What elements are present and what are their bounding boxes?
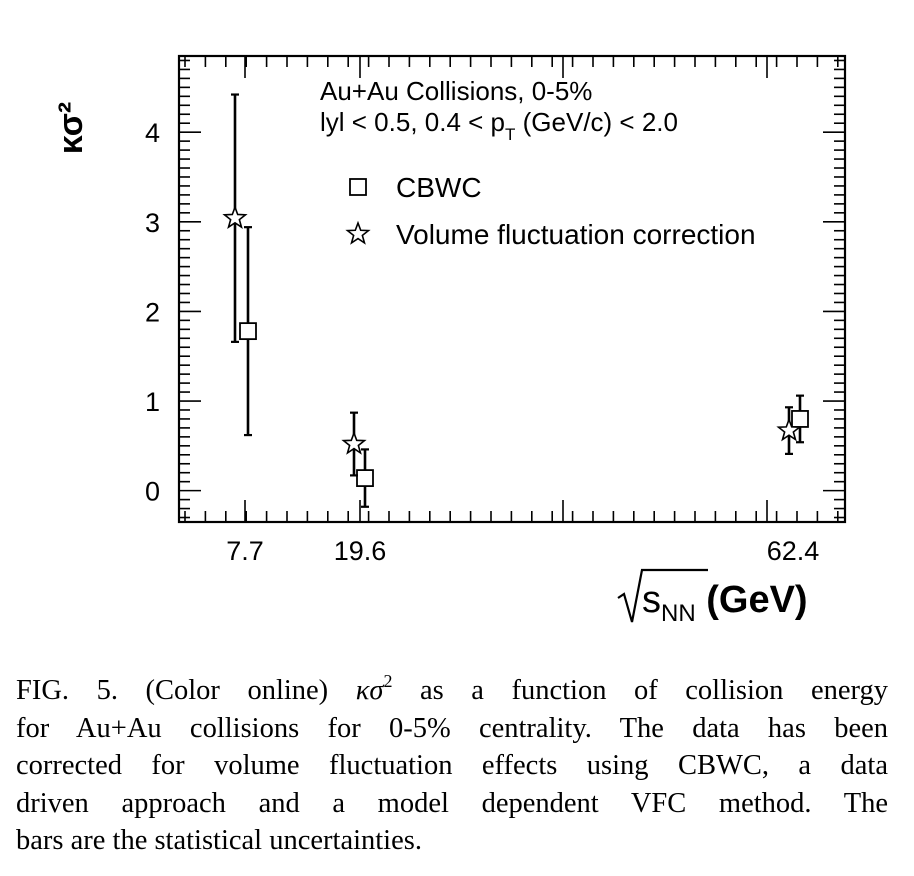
- annotation-line-2-sub: T: [505, 125, 515, 144]
- data-point-star: [341, 430, 367, 455]
- x-axis-title: sNN (GeV): [617, 568, 808, 627]
- legend-star-icon: [345, 220, 371, 245]
- y-tick-label: 2: [145, 297, 160, 327]
- y-tick-label: 3: [145, 208, 160, 238]
- caption-line-1: FIG. 5. (Color online) κσ2 as a function…: [16, 671, 888, 706]
- y-tick-label: 0: [145, 477, 160, 507]
- x-tick-label: 19.6: [334, 536, 387, 566]
- y-tick-label: 4: [145, 118, 160, 148]
- caption-line-3: corrected for volume fluctuation effects…: [16, 750, 888, 781]
- data-point-square: [356, 469, 374, 487]
- annotation-line-2-b: (GeV/c) < 2.0: [515, 107, 678, 137]
- annotation-line-2: lyl < 0.5, 0.4 < pT (GeV/c) < 2.0: [320, 107, 678, 144]
- caption-line-4: driven approach and a model dependent VF…: [16, 787, 888, 819]
- radical-sign-icon: [617, 568, 708, 623]
- caption-line-5: bars are the statistical uncertainties.: [16, 825, 422, 856]
- plot-marks: [222, 93, 809, 508]
- y-tick-label: 1: [145, 387, 160, 417]
- legend-label-vfc: Volume fluctuation correction: [396, 219, 756, 250]
- data-point-square: [791, 410, 809, 428]
- x-tick-label: 62.4: [767, 536, 820, 566]
- annotation-line-2-a: lyl < 0.5, 0.4 < p: [320, 107, 505, 137]
- figure-caption: FIG. 5. (Color online) κσ2 as a function…: [16, 672, 888, 860]
- data-point-star: [776, 417, 802, 442]
- plot-axes: 0 1 2 3 4 7.7 19.6 62.4: [145, 54, 847, 566]
- x-tick-label: 7.7: [226, 536, 264, 566]
- annotation-line-1: Au+Au Collisions, 0-5%: [320, 76, 592, 106]
- y-axis-title: κσ²: [52, 102, 90, 154]
- kappa-sigma-squared-chart: 0 1 2 3 4 7.7 19.6 62.4 κσ² sNN (GeV) Au+Au Col…: [52, 54, 847, 627]
- data-point-star: [222, 204, 248, 229]
- legend: CBWC Volume fluctuation correction: [345, 172, 756, 250]
- svg-text:sNN (GeV): sNN (GeV): [642, 579, 808, 627]
- legend-square-icon: [349, 178, 367, 196]
- data-point-square: [239, 322, 257, 341]
- legend-label-cbwc: CBWC: [396, 172, 482, 203]
- caption-line-2: for Au+Au collisions for 0-5% centrality…: [16, 712, 888, 744]
